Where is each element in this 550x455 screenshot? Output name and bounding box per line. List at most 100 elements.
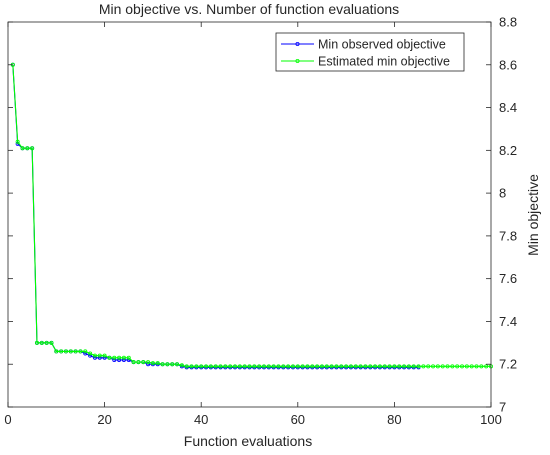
series-point-1	[329, 364, 334, 369]
series-point-1	[358, 364, 363, 369]
series-point-1	[97, 353, 102, 358]
y-tick-label: 7.2	[499, 357, 517, 372]
y-tick-label: 8.4	[499, 100, 517, 115]
series-point-1	[305, 364, 310, 369]
series-point-1	[271, 364, 276, 369]
series-point-1	[484, 364, 489, 369]
series-point-1	[435, 364, 440, 369]
series-point-1	[469, 364, 474, 369]
series-point-1	[30, 146, 35, 151]
series-point-1	[440, 364, 445, 369]
series-point-1	[290, 364, 295, 369]
series-point-1	[39, 340, 44, 345]
y-tick-label: 8.8	[499, 15, 517, 30]
series-point-1	[155, 361, 160, 366]
series-point-1	[107, 355, 112, 360]
x-tick-label: 0	[4, 412, 11, 427]
series-point-1	[324, 364, 329, 369]
series-point-1	[348, 364, 353, 369]
y-tick-label: 8.2	[499, 143, 517, 158]
series-point-1	[464, 364, 469, 369]
series-point-1	[300, 364, 305, 369]
series-point-1	[353, 364, 358, 369]
series-point-1	[402, 364, 407, 369]
series-point-1	[411, 364, 416, 369]
x-tick-label: 40	[194, 412, 208, 427]
series-point-1	[121, 355, 126, 360]
series-point-1	[344, 364, 349, 369]
series-point-1	[416, 364, 421, 369]
series-point-1	[421, 364, 426, 369]
legend-marker-1	[295, 59, 300, 64]
series-layer	[10, 62, 493, 370]
series-point-1	[392, 364, 397, 369]
series-point-1	[233, 364, 238, 369]
series-point-1	[363, 364, 368, 369]
series-point-1	[257, 364, 262, 369]
series-point-1	[15, 139, 20, 144]
series-point-1	[44, 340, 49, 345]
series-point-1	[59, 349, 64, 354]
series-point-1	[431, 364, 436, 369]
series-point-1	[377, 364, 382, 369]
x-axis-label: Function evaluations	[184, 433, 312, 449]
series-point-1	[237, 364, 242, 369]
series-point-1	[242, 364, 247, 369]
series-point-1	[179, 363, 184, 368]
series-point-1	[339, 364, 344, 369]
series-point-1	[92, 353, 97, 358]
series-point-1	[426, 364, 431, 369]
series-point-1	[247, 364, 252, 369]
series-point-1	[141, 360, 146, 365]
series-point-1	[83, 349, 88, 354]
legend-label-0: Min observed objective	[318, 38, 446, 52]
series-point-1	[218, 364, 223, 369]
y-tick-label: 7.4	[499, 314, 517, 329]
y-tick-label: 7.8	[499, 228, 517, 243]
y-tick-label: 8	[499, 186, 506, 201]
legend: Min observed objective Estimated min obje…	[275, 32, 465, 72]
x-tick-label: 20	[97, 412, 111, 427]
y-axis-label: Min objective	[525, 174, 541, 256]
series-point-1	[199, 364, 204, 369]
series-point-1	[281, 364, 286, 369]
y-tick-label: 7.6	[499, 271, 517, 286]
series-point-1	[102, 353, 107, 358]
series-point-1	[49, 340, 54, 345]
series-point-1	[310, 364, 315, 369]
y-tick-label: 7	[499, 400, 506, 415]
legend-box	[275, 32, 465, 72]
series-line-1	[12, 64, 491, 367]
legend-label-1: Estimated min objective	[318, 55, 450, 69]
x-tick-label: 60	[291, 412, 305, 427]
series-point-1	[204, 364, 209, 369]
series-point-1	[261, 364, 266, 369]
series-point-1	[160, 362, 165, 367]
series-point-1	[368, 364, 373, 369]
series-point-1	[20, 146, 25, 151]
series-point-1	[34, 340, 39, 345]
plot-frame	[7, 21, 492, 408]
series-point-1	[315, 364, 320, 369]
series-point-1	[63, 349, 68, 354]
x-tick-label: 100	[480, 412, 502, 427]
series-point-1	[208, 364, 213, 369]
y-tick-label: 8.6	[499, 57, 517, 72]
series-point-1	[68, 349, 73, 354]
series-point-1	[194, 364, 199, 369]
series-point-1	[373, 364, 378, 369]
series-point-1	[228, 364, 233, 369]
series-point-1	[266, 364, 271, 369]
series-point-1	[382, 364, 387, 369]
series-point-1	[73, 349, 78, 354]
series-point-1	[286, 364, 291, 369]
series-point-1	[319, 364, 324, 369]
series-point-1	[445, 364, 450, 369]
series-point-1	[406, 364, 411, 369]
series-point-1	[146, 360, 151, 365]
series-point-1	[150, 361, 155, 366]
series-point-1	[252, 364, 257, 369]
series-point-1	[175, 362, 180, 367]
